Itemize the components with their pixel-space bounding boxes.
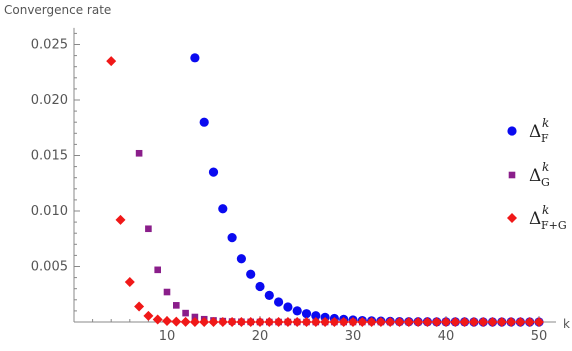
x-tick-label: 30 [345, 329, 362, 344]
legend-sup: k [542, 203, 549, 217]
point-delta-f [227, 233, 237, 243]
point-delta-f [208, 167, 219, 177]
point-delta-f-plus-g [366, 317, 377, 327]
point-delta-f-plus-g [301, 317, 312, 327]
point-delta-f-plus-g [422, 317, 433, 327]
x-tick-label: 20 [252, 329, 269, 344]
point-delta-f-plus-g [450, 317, 461, 327]
point-delta-f-plus-g [496, 317, 507, 327]
y-tick-label: 0.015 [31, 149, 68, 164]
legend-sub: G [541, 176, 550, 189]
y-tick-label: 0.010 [31, 204, 68, 219]
point-delta-f-plus-g [375, 317, 386, 327]
point-delta-f-plus-g [478, 317, 489, 327]
y-axis-title: Convergence rate [4, 3, 111, 17]
point-delta-f-plus-g [459, 317, 470, 327]
point-delta-f-plus-g [413, 317, 424, 327]
y-tick-label: 0.020 [31, 93, 68, 108]
legend-label-delta-f-plus-g: Δ [529, 209, 541, 229]
point-delta-f-plus-g [162, 316, 172, 327]
point-delta-f [274, 297, 284, 307]
point-delta-f [199, 117, 209, 127]
legend-sub: F+G [541, 219, 567, 232]
point-delta-f-plus-g [403, 317, 414, 327]
point-delta-f-plus-g [189, 317, 200, 327]
point-delta-f-plus-g [106, 56, 117, 67]
point-delta-f-plus-g [385, 317, 396, 327]
point-delta-g [173, 302, 180, 309]
point-delta-f-plus-g [524, 317, 535, 327]
legend-marker-delta-g [508, 171, 516, 179]
point-delta-f [283, 302, 293, 312]
point-delta-f-plus-g [124, 277, 135, 288]
point-delta-f [301, 309, 312, 319]
point-delta-f-plus-g [534, 317, 544, 327]
point-delta-f-plus-g [264, 317, 275, 327]
axes: 10 20 30 40 50 0.005 0.010 0.015 0.020 0.025 [31, 27, 556, 344]
point-delta-f-plus-g [180, 316, 191, 327]
point-delta-f [246, 269, 256, 279]
legend-label-delta-f: Δ [529, 122, 541, 142]
point-delta-f-plus-g [338, 317, 349, 327]
point-delta-f-plus-g [152, 314, 163, 325]
point-delta-f-plus-g [134, 301, 145, 312]
y-tick-label: 0.025 [31, 38, 68, 53]
point-delta-f-plus-g [282, 317, 293, 327]
point-delta-g [135, 149, 143, 157]
legend-label-delta-g: Δ [529, 166, 541, 186]
point-delta-f-plus-g [199, 317, 210, 327]
point-delta-f-plus-g [394, 317, 405, 327]
x-tick-label: 40 [438, 329, 455, 344]
point-delta-f [311, 311, 321, 321]
point-delta-f-plus-g [348, 317, 358, 327]
point-delta-g [163, 288, 171, 296]
point-delta-f-plus-g [357, 317, 368, 327]
legend-sup: k [542, 160, 549, 174]
x-axis-title: k [563, 317, 570, 331]
x-tick-label: 50 [531, 329, 548, 344]
y-tick-label: 0.005 [31, 260, 68, 275]
point-delta-f [255, 281, 265, 292]
point-delta-f-plus-g [255, 317, 265, 327]
x-tick-label: 10 [159, 329, 176, 344]
point-delta-f-plus-g [143, 310, 154, 321]
point-delta-g [182, 309, 189, 317]
point-delta-g [145, 225, 152, 233]
point-delta-f [292, 306, 302, 316]
point-delta-f [218, 204, 228, 214]
legend-marker-delta-f [507, 126, 517, 136]
point-delta-f [264, 290, 274, 300]
point-delta-f [236, 254, 246, 264]
legend-sub: F [541, 132, 549, 145]
point-delta-f-plus-g [441, 317, 451, 327]
point-delta-f-plus-g [208, 317, 219, 327]
point-delta-f-plus-g [468, 317, 479, 327]
point-delta-f-plus-g [171, 316, 182, 327]
point-delta-f-plus-g [329, 317, 340, 327]
point-delta-f-plus-g [273, 317, 284, 327]
point-delta-f-plus-g [245, 317, 256, 327]
point-delta-f-plus-g [227, 317, 238, 327]
legend-marker-delta-f-plus-g [507, 213, 517, 223]
point-delta-f-plus-g [320, 317, 331, 327]
legend-sup: k [542, 116, 549, 130]
point-delta-f-plus-g [487, 317, 498, 327]
point-delta-f-plus-g [310, 317, 321, 327]
point-delta-f-plus-g [292, 317, 303, 327]
point-delta-f-plus-g [236, 317, 247, 327]
point-delta-f-plus-g [515, 317, 526, 327]
point-delta-f-plus-g [506, 317, 517, 327]
data-points [106, 53, 544, 327]
point-delta-f-plus-g [217, 317, 228, 327]
point-delta-f [190, 53, 200, 63]
point-delta-g [154, 266, 161, 274]
point-delta-f-plus-g [115, 214, 126, 225]
point-delta-f-plus-g [431, 317, 442, 327]
